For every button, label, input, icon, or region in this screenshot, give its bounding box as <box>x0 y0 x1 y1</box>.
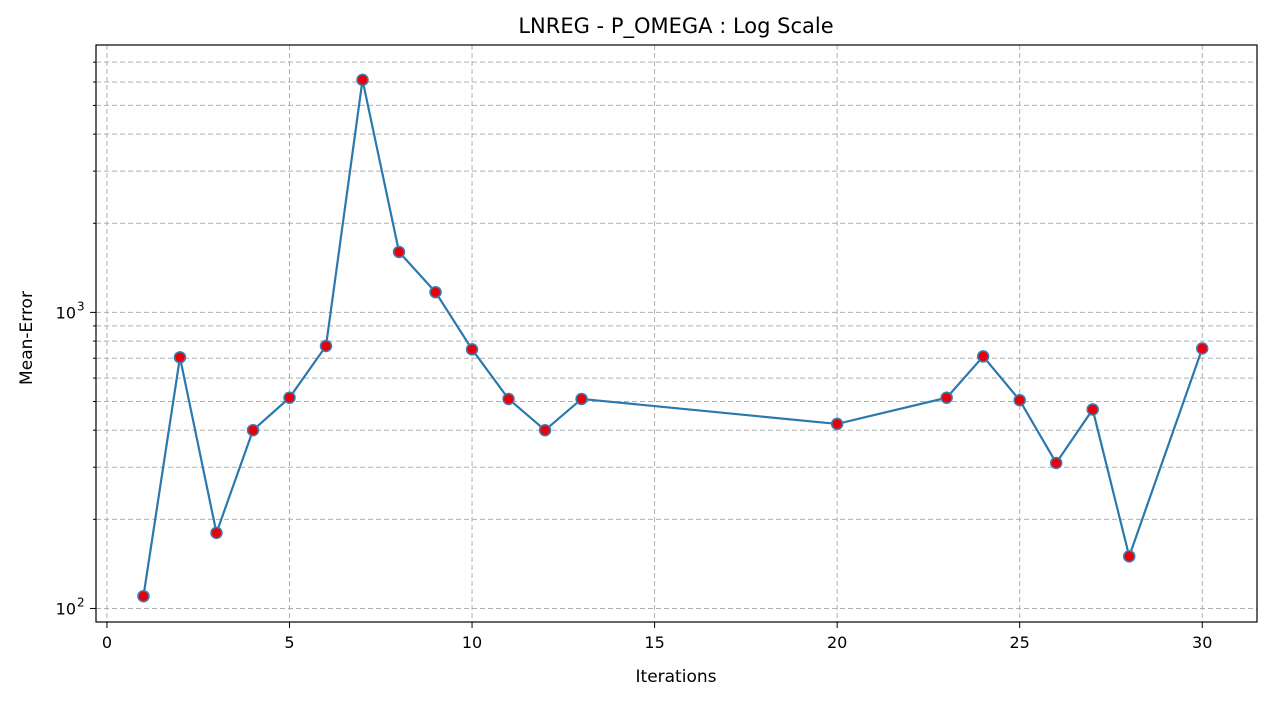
data-point <box>246 423 260 437</box>
y-tick-exponent: 2 <box>77 595 85 609</box>
data-point <box>1195 342 1209 355</box>
data-point <box>137 589 150 603</box>
series-line <box>142 79 1204 597</box>
y-tick-base: 10 <box>56 599 76 618</box>
chart-title: LNREG - P_OMEGA : Log Scale <box>518 14 833 39</box>
data-point <box>940 391 953 404</box>
x-tick-label: 15 <box>644 633 664 652</box>
x-tick-label: 25 <box>1010 633 1030 652</box>
x-axis-label: Iterations <box>636 667 717 687</box>
data-point <box>830 417 844 431</box>
data-point <box>392 245 406 259</box>
y-tick-label: 10 <box>56 303 76 322</box>
x-tick-label: 0 <box>102 633 112 652</box>
y-tick-label: 10 <box>56 599 76 618</box>
data-point <box>283 391 296 404</box>
data-point <box>1086 403 1099 416</box>
data-point <box>502 392 515 406</box>
data-point <box>1122 550 1136 563</box>
x-tick-label: 5 <box>284 633 294 652</box>
plot-frame <box>95 44 1258 623</box>
data-point <box>1049 456 1063 470</box>
grid-lines <box>96 45 1257 622</box>
y-tick-exponent: 3 <box>77 299 85 313</box>
data-point <box>575 392 588 406</box>
data-point <box>173 351 187 364</box>
data-point <box>429 285 442 299</box>
x-tick-label: 30 <box>1192 633 1212 652</box>
data-point <box>976 350 990 363</box>
series <box>137 73 1209 603</box>
data-point <box>319 339 333 353</box>
data-point <box>356 73 369 87</box>
data-point <box>538 423 552 437</box>
data-point <box>210 526 223 540</box>
x-tick-label: 10 <box>462 633 482 652</box>
y-axis-label: Mean-Error <box>17 291 37 385</box>
y-tick-base: 10 <box>56 303 76 322</box>
data-point <box>1013 393 1026 407</box>
x-tick-label: 20 <box>827 633 847 652</box>
data-point <box>465 343 479 356</box>
